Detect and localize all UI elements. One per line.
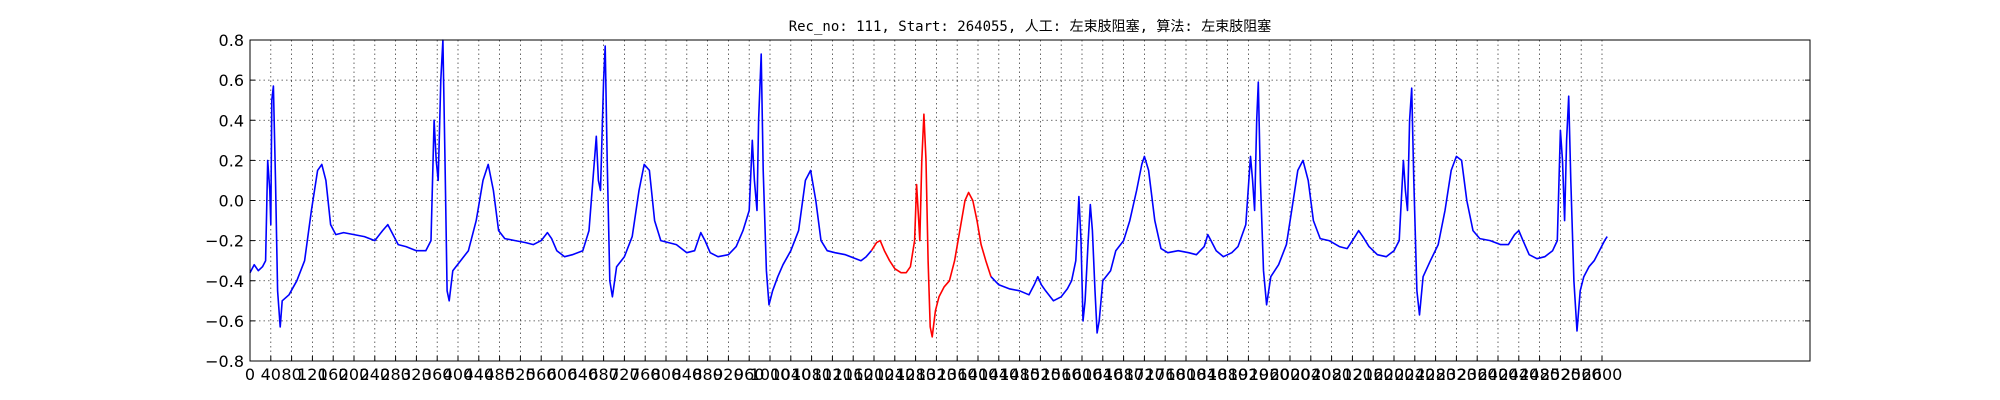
- x-tick-label: 1600: [1062, 365, 1103, 384]
- x-axis: 0 40 8012016020024028032036040044048052056…: [245, 356, 1622, 384]
- x-tick-label: 2120: [1332, 365, 1373, 384]
- x-tick-label: 280: [380, 365, 411, 384]
- y-tick-label: −0.8: [205, 352, 244, 371]
- x-tick-label: 1320: [916, 365, 957, 384]
- x-tick-label: 440: [464, 365, 495, 384]
- chart-title: Rec_no: 111, Start: 264055, 人工: 左束肢阻塞, 算…: [789, 18, 1272, 35]
- x-tick-label: 200: [339, 365, 370, 384]
- x-tick-label: 2600: [1582, 365, 1623, 384]
- x-tick-label: 800: [651, 365, 682, 384]
- x-tick-label: 2520: [1540, 365, 1581, 384]
- x-tick-label: 560: [526, 365, 557, 384]
- x-tick-label: 1680: [1103, 365, 1144, 384]
- y-tick-label: −0.2: [205, 232, 244, 251]
- x-tick-label: 160: [318, 365, 349, 384]
- x-tick-label: 2240: [1394, 365, 1435, 384]
- x-tick-label: 2480: [1519, 365, 1560, 384]
- x-tick-label: 1440: [978, 365, 1019, 384]
- x-tick-label: 1360: [937, 365, 978, 384]
- x-tick-label: 1640: [1082, 365, 1123, 384]
- y-tick-label: 0.6: [219, 71, 244, 90]
- x-tick-label: 1240: [874, 365, 915, 384]
- x-tick-label: 600: [547, 365, 578, 384]
- y-tick-label: −0.4: [205, 272, 244, 291]
- x-tick-label: 2160: [1353, 365, 1394, 384]
- x-tick-label: 1880: [1207, 365, 1248, 384]
- x-tick-label: 2080: [1311, 365, 1352, 384]
- x-tick-label: 1960: [1249, 365, 1290, 384]
- x-tick-label: 1480: [999, 365, 1040, 384]
- x-tick-label: 1520: [1020, 365, 1061, 384]
- x-tick-label: 2440: [1498, 365, 1539, 384]
- x-tick-label: 840: [672, 365, 703, 384]
- x-tick-label: 360: [422, 365, 453, 384]
- x-tick-label: 1040: [770, 365, 811, 384]
- x-tick-label: 2560: [1561, 365, 1602, 384]
- y-axis: −0.8 −0.6 −0.4 −0.2 0.0 0.2 0.4 0.6 0.8: [205, 31, 1810, 371]
- x-tick-label: 2040: [1290, 365, 1331, 384]
- ecg-series-line-1: [249, 39, 873, 328]
- x-tick-label: 1760: [1145, 365, 1186, 384]
- y-tick-label: −0.6: [205, 312, 244, 331]
- x-tick-label: 2400: [1478, 365, 1519, 384]
- x-tick-label: 400: [443, 365, 474, 384]
- x-tick-label: 1800: [1166, 365, 1207, 384]
- x-tick-label: 1200: [854, 365, 895, 384]
- y-tick-label: 0.0: [219, 192, 244, 211]
- x-tick-label: 2280: [1415, 365, 1456, 384]
- ecg-series-line-2: [870, 113, 992, 338]
- x-tick-label: 760: [630, 365, 661, 384]
- x-tick-label: 1000: [750, 365, 791, 384]
- x-tick-label: 320: [401, 365, 432, 384]
- x-tick-label: 1720: [1124, 365, 1165, 384]
- x-tick-label: 1840: [1186, 365, 1227, 384]
- x-tick-label: 1120: [812, 365, 853, 384]
- x-tick-label: 720: [609, 365, 640, 384]
- ecg-series-line-3: [990, 81, 1608, 334]
- x-tick-label: 920: [713, 365, 744, 384]
- x-tick-label: 1280: [895, 365, 936, 384]
- x-tick-label: 40: [261, 365, 281, 384]
- x-tick-label: 2360: [1457, 365, 1498, 384]
- y-tick-label: 0.8: [219, 31, 244, 50]
- x-tick-label: 640: [568, 365, 599, 384]
- x-tick-label: 80: [281, 365, 301, 384]
- x-tick-label: 1560: [1041, 365, 1082, 384]
- x-tick-label: 2200: [1374, 365, 1415, 384]
- x-tick-label: 520: [505, 365, 536, 384]
- y-tick-label: 0.4: [219, 111, 244, 130]
- x-tick-label: 880: [692, 365, 723, 384]
- x-tick-label: 960: [734, 365, 765, 384]
- x-tick-label: 2000: [1270, 365, 1311, 384]
- x-tick-label: 240: [360, 365, 391, 384]
- y-tick-label: 0.2: [219, 151, 244, 170]
- x-tick-label: 1400: [958, 365, 999, 384]
- x-tick-label: 120: [297, 365, 328, 384]
- x-tick-label: 2320: [1436, 365, 1477, 384]
- series-layer: [249, 39, 1608, 338]
- x-tick-label: 1080: [791, 365, 832, 384]
- x-tick-label: 1160: [833, 365, 874, 384]
- x-tick-label: 680: [588, 365, 619, 384]
- grid: [250, 40, 1810, 361]
- x-tick-label: 1920: [1228, 365, 1269, 384]
- x-tick-label: 480: [484, 365, 515, 384]
- x-tick-label: 0: [245, 365, 255, 384]
